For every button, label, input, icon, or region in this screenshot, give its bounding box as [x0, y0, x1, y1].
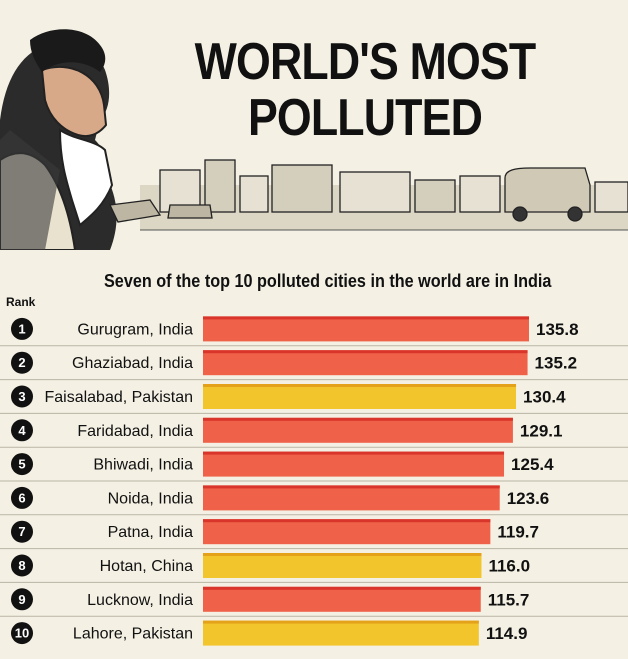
bar-value-label: 115.7 — [488, 590, 530, 609]
rank-badge — [11, 317, 33, 340]
rank-number: 4 — [18, 423, 26, 438]
bar — [203, 417, 513, 443]
bar-category-label: Lucknow, India — [87, 592, 193, 609]
bar-category-label: Lahore, Pakistan — [73, 626, 193, 643]
rank-number: 6 — [18, 490, 25, 505]
rank-badge — [11, 385, 33, 408]
bar — [203, 620, 479, 646]
rank-number: 2 — [18, 355, 25, 370]
bar-value-label: 130.4 — [523, 388, 566, 407]
bar-category-label: Hotan, China — [100, 558, 193, 575]
rank-number: 3 — [18, 389, 25, 404]
bar-top-edge — [203, 485, 500, 489]
bar-value-label: 119.7 — [497, 523, 539, 542]
bar-value-label: 114.9 — [486, 624, 528, 643]
bar-category-label: Ghaziabad, India — [72, 355, 193, 372]
rank-badge — [11, 622, 33, 645]
bar-category-label: Noida, India — [108, 490, 193, 507]
rank-number: 1 — [18, 321, 25, 336]
bar-category-label: Gurugram, India — [77, 321, 193, 338]
rank-badge — [11, 486, 33, 509]
bar — [203, 384, 517, 409]
bar-value-label: 116.0 — [488, 557, 530, 576]
bar-top-edge — [203, 553, 482, 556]
bar — [203, 519, 491, 545]
rank-badge — [11, 554, 33, 577]
illustration — [0, 29, 628, 250]
rank-number: 10 — [15, 626, 29, 641]
city-skyline-illustration — [109, 159, 628, 231]
bar-top-edge — [203, 451, 505, 455]
bar-top-edge — [203, 586, 481, 590]
bar-value-label: 129.1 — [520, 421, 563, 440]
bar — [203, 451, 505, 477]
bar-category-label: Patna, India — [108, 524, 194, 541]
page-title-line-1: WORLD'S MOST — [194, 33, 537, 91]
bar-top-edge — [203, 519, 491, 523]
bar-top-edge — [203, 350, 528, 354]
bar-value-label: 123.6 — [507, 489, 550, 508]
rank-number: 7 — [18, 524, 25, 539]
rank-number: 5 — [18, 457, 25, 472]
rank-badge — [11, 520, 33, 543]
bar-top-edge — [203, 316, 529, 320]
bar-category-label: Bhiwadi, India — [93, 457, 193, 474]
bar — [203, 316, 529, 342]
bar — [203, 553, 482, 578]
bar-category-label: Faridabad, India — [77, 423, 193, 440]
bar-top-edge — [203, 384, 517, 387]
rank-badge — [11, 588, 33, 611]
bar-top-edge — [203, 620, 479, 624]
rank-badge — [11, 419, 33, 442]
page-title-line-2: POLLUTED — [247, 89, 483, 147]
rank-number: 9 — [18, 592, 25, 607]
bar-value-label: 135.2 — [535, 354, 578, 373]
rank-badge — [11, 351, 33, 374]
rank-number: 8 — [18, 558, 25, 573]
man-with-handkerchief-illustration — [0, 29, 117, 250]
bar-category-label: Faisalabad, Pakistan — [44, 389, 193, 406]
bar-value-label: 125.4 — [511, 455, 554, 474]
bar — [203, 485, 500, 511]
bar-value-label: 135.8 — [536, 320, 579, 339]
rank-column-header: Rank — [6, 295, 36, 309]
chart-subtitle: Seven of the top 10 polluted cities in t… — [104, 271, 552, 291]
bar — [203, 350, 528, 376]
bar-top-edge — [203, 417, 513, 421]
bar — [203, 586, 481, 612]
rank-badge — [11, 453, 33, 476]
